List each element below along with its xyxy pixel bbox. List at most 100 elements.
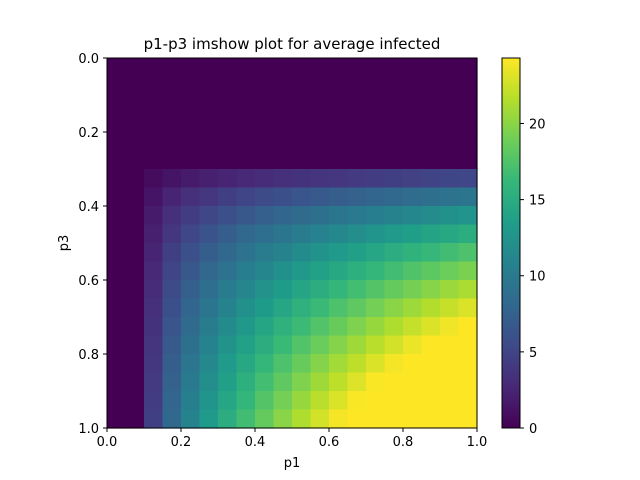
heatmap-cell: [366, 261, 386, 281]
heatmap-cell: [310, 335, 330, 355]
heatmap-cell: [366, 169, 386, 189]
heatmap-cell: [403, 354, 423, 374]
heatmap-cell: [181, 354, 201, 374]
heatmap-cell: [347, 224, 367, 244]
heatmap-cell: [107, 187, 127, 207]
heatmap-cell: [181, 261, 201, 281]
heatmap-cell: [236, 243, 256, 263]
heatmap-cell: [421, 243, 441, 263]
heatmap-cell: [310, 187, 330, 207]
heatmap-cell: [273, 243, 293, 263]
heatmap-cell: [403, 113, 423, 133]
heatmap-cell: [329, 335, 349, 355]
heatmap-cell: [144, 391, 164, 411]
heatmap-cell: [125, 391, 145, 411]
heatmap-cell: [403, 150, 423, 170]
heatmap-cell: [440, 150, 460, 170]
heatmap-cell: [199, 372, 219, 392]
heatmap-cell: [347, 280, 367, 300]
heatmap-cell: [181, 280, 201, 300]
heatmap-cell: [199, 391, 219, 411]
heatmap-cell: [366, 317, 386, 337]
heatmap-cell: [218, 280, 238, 300]
x-tick-label: 1.0: [467, 435, 488, 450]
heatmap-cell: [144, 317, 164, 337]
heatmap-cell: [347, 150, 367, 170]
heatmap-cell: [218, 224, 238, 244]
heatmap-cell: [162, 132, 182, 152]
heatmap-cell: [125, 354, 145, 374]
heatmap-cell: [144, 409, 164, 429]
x-tick-label: 0.4: [245, 435, 266, 450]
heatmap-cell: [366, 113, 386, 133]
heatmap-cell: [310, 280, 330, 300]
heatmap-cell: [181, 187, 201, 207]
heatmap-cell: [384, 150, 404, 170]
heatmap-cell: [403, 298, 423, 318]
heatmap-cell: [329, 354, 349, 374]
heatmap-cell: [107, 113, 127, 133]
heatmap-cell: [347, 298, 367, 318]
heatmap-cell: [329, 132, 349, 152]
heatmap-cell: [310, 372, 330, 392]
heatmap-cell: [384, 243, 404, 263]
heatmap-cell: [162, 150, 182, 170]
heatmap-cell: [199, 150, 219, 170]
heatmap-cell: [292, 354, 312, 374]
heatmap-cell: [255, 261, 275, 281]
heatmap-cell: [366, 76, 386, 96]
heatmap-cell: [218, 76, 238, 96]
heatmap-cell: [236, 261, 256, 281]
heatmap-cell: [236, 187, 256, 207]
heatmap-cell: [421, 113, 441, 133]
heatmap-cell: [125, 317, 145, 337]
heatmap-cell: [236, 391, 256, 411]
heatmap-cell: [310, 354, 330, 374]
heatmap-cell: [458, 317, 478, 337]
heatmap-cell: [107, 206, 127, 226]
heatmap-cell: [181, 224, 201, 244]
heatmap-cell: [236, 354, 256, 374]
heatmap-cell: [310, 76, 330, 96]
heatmap-cell: [403, 243, 423, 263]
heatmap-cell: [199, 113, 219, 133]
heatmap-cell: [310, 169, 330, 189]
heatmap-cell: [236, 113, 256, 133]
heatmap-cell: [384, 298, 404, 318]
heatmap-cell: [347, 261, 367, 281]
heatmap-cell: [310, 261, 330, 281]
heatmap-cell: [218, 187, 238, 207]
heatmap-cell: [347, 372, 367, 392]
heatmap-cell: [107, 391, 127, 411]
heatmap-cell: [366, 95, 386, 115]
heatmap-cell: [292, 317, 312, 337]
heatmap-cell: [107, 150, 127, 170]
heatmap-cell: [458, 169, 478, 189]
heatmap-cell: [162, 187, 182, 207]
heatmap-cell: [273, 280, 293, 300]
heatmap-cell: [458, 150, 478, 170]
heatmap-cell: [329, 298, 349, 318]
heatmap-cell: [440, 243, 460, 263]
heatmap-cell: [144, 187, 164, 207]
heatmap-cell: [384, 317, 404, 337]
heatmap-cell: [366, 280, 386, 300]
heatmap-cell: [181, 335, 201, 355]
heatmap-cell: [421, 169, 441, 189]
heatmap-cell: [403, 317, 423, 337]
heatmap-cell: [162, 335, 182, 355]
heatmap-cell: [162, 169, 182, 189]
heatmap-cell: [458, 372, 478, 392]
heatmap-cell: [440, 409, 460, 429]
heatmap-cell: [218, 317, 238, 337]
heatmap-cell: [162, 206, 182, 226]
heatmap-cell: [347, 391, 367, 411]
heatmap-cell: [458, 58, 478, 78]
heatmap-cell: [236, 409, 256, 429]
heatmap-cell: [329, 95, 349, 115]
heatmap-cell: [255, 169, 275, 189]
heatmap-cell: [273, 224, 293, 244]
heatmap-cell: [218, 150, 238, 170]
heatmap-cell: [440, 317, 460, 337]
heatmap-cell: [199, 76, 219, 96]
